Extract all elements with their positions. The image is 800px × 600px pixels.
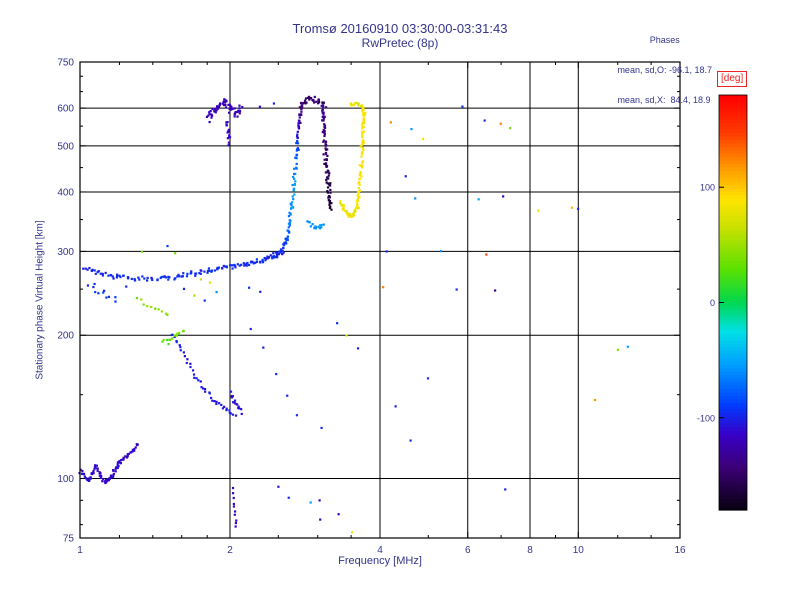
- phase-stats: Phases mean, sd,O: -96.1, 18.7 mean, sd,…: [617, 15, 712, 125]
- svg-text:8: 8: [527, 545, 533, 556]
- svg-text:6: 6: [465, 545, 471, 556]
- chart-subtitle: RwPretec (8p): [361, 36, 439, 50]
- stats-line-x: mean, sd,X: 84.4, 18.9: [617, 95, 711, 105]
- chart-title: Tromsø 20160910 03:30:00-03:31:43: [292, 21, 508, 36]
- y-axis-label: Stationary phase Virtual Height [km]: [34, 220, 46, 380]
- svg-text:300: 300: [57, 247, 74, 258]
- svg-text:0: 0: [710, 298, 715, 308]
- svg-text:-100: -100: [697, 413, 715, 423]
- svg-text:10: 10: [573, 545, 585, 556]
- colorbar-unit-label: [deg]: [717, 71, 748, 87]
- svg-text:75: 75: [63, 534, 75, 545]
- svg-text:4: 4: [377, 545, 383, 556]
- stats-line-o: mean, sd,O: -96.1, 18.7: [617, 65, 712, 75]
- stats-header: Phases: [649, 35, 680, 45]
- svg-text:100: 100: [700, 183, 715, 193]
- svg-text:750: 750: [57, 58, 74, 69]
- svg-text:1: 1: [77, 545, 83, 556]
- svg-text:100: 100: [57, 474, 74, 485]
- svg-text:2: 2: [227, 545, 233, 556]
- svg-text:400: 400: [57, 187, 74, 198]
- svg-text:16: 16: [674, 545, 686, 556]
- x-axis-label: Frequency [MHz]: [338, 555, 422, 567]
- svg-text:500: 500: [57, 141, 74, 152]
- svg-text:600: 600: [57, 104, 74, 115]
- svg-text:200: 200: [57, 331, 74, 342]
